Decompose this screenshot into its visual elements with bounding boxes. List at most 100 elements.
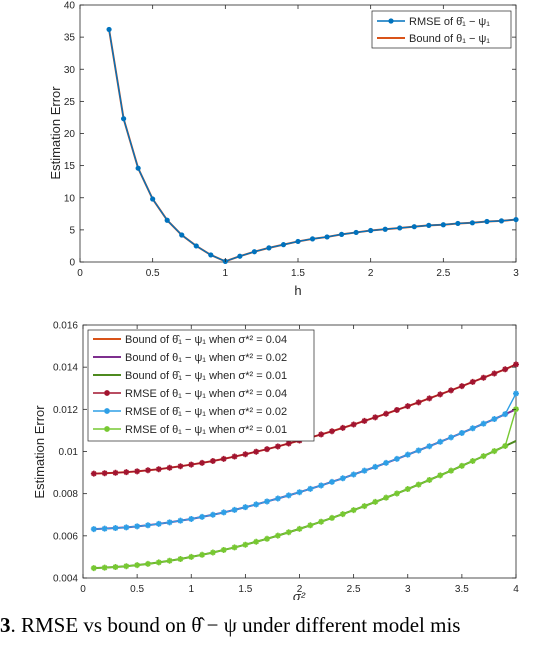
data-point	[455, 220, 461, 227]
data-point	[324, 234, 330, 240]
data-point	[415, 481, 422, 488]
data-point	[285, 440, 292, 447]
data-point	[220, 509, 227, 516]
data-point	[155, 466, 162, 473]
data-point	[448, 467, 455, 474]
data-point	[480, 453, 487, 460]
x-tick-label: 3	[513, 268, 519, 279]
data-point	[144, 560, 151, 567]
data-point	[350, 421, 357, 428]
x-tick-label: 2	[297, 584, 303, 595]
data-point	[458, 462, 465, 469]
x-tick-label: 1.5	[238, 584, 252, 595]
data-point	[209, 511, 216, 518]
x-tick-label: 0.5	[146, 268, 160, 279]
data-point	[426, 395, 433, 402]
data-point	[101, 564, 108, 571]
data-point	[253, 501, 260, 508]
x-tick-label: 1	[223, 268, 229, 279]
data-point	[502, 411, 509, 418]
data-point	[397, 225, 403, 231]
series-line-2	[93, 440, 517, 570]
x-tick-label: 4	[513, 584, 519, 595]
data-point	[274, 443, 281, 450]
data-point	[426, 222, 432, 228]
legend-box-bottom	[87, 329, 315, 442]
data-point	[372, 414, 379, 421]
series-line-0	[108, 29, 517, 263]
data-point	[469, 378, 476, 385]
data-point	[448, 434, 455, 441]
x-tick-label: 3	[405, 584, 411, 595]
data-point	[339, 231, 345, 237]
x-axis-label-top: h	[294, 283, 301, 298]
data-point	[199, 551, 206, 558]
data-point	[513, 361, 519, 368]
data-point	[134, 562, 141, 569]
data-point	[404, 486, 411, 493]
data-point	[251, 249, 257, 255]
data-point	[498, 218, 505, 224]
data-point	[242, 504, 249, 511]
data-point	[106, 26, 112, 33]
data-point	[123, 524, 130, 531]
data-point	[199, 513, 206, 520]
data-point	[144, 467, 151, 474]
y-tick-label: 35	[64, 33, 76, 44]
data-point	[231, 453, 238, 460]
data-point	[237, 253, 243, 259]
legend-label-1: Bound of θ₁ − ψ₁ when σ*² = 0.02	[125, 352, 287, 364]
x-tick-label: 3.5	[455, 584, 469, 595]
data-point	[328, 514, 335, 521]
y-tick-label: 0	[69, 258, 75, 269]
data-point	[393, 406, 400, 413]
data-point	[318, 431, 325, 438]
data-point	[209, 549, 216, 556]
data-point	[296, 489, 303, 496]
data-point	[101, 525, 108, 532]
data-point	[101, 470, 108, 477]
data-point	[188, 461, 195, 468]
data-point	[112, 469, 119, 476]
data-point	[353, 229, 359, 236]
x-tick-label: 1	[188, 584, 194, 595]
data-point	[480, 420, 487, 427]
data-point	[121, 116, 127, 122]
data-point	[393, 455, 400, 462]
y-tick-label: 25	[64, 97, 76, 108]
data-point	[484, 218, 490, 225]
data-point	[458, 383, 465, 390]
data-point	[339, 475, 346, 482]
legend-label-0: Bound of θ̂₁ − ψ₁ when σ*² = 0.04	[125, 334, 287, 346]
data-point	[361, 417, 368, 424]
y-tick-label: 0.01	[59, 447, 79, 458]
data-point	[440, 222, 446, 228]
legend-label-2: Bound of θ̂₁ − ψ₁ when σ*² = 0.01	[125, 370, 287, 382]
y-tick-label: 10	[64, 193, 76, 204]
data-point	[328, 478, 335, 485]
data-point	[150, 196, 156, 202]
x-tick-label: 2	[368, 268, 374, 279]
data-point	[253, 538, 260, 545]
data-point	[383, 459, 390, 466]
data-point	[309, 236, 316, 242]
data-point	[242, 541, 249, 548]
x-tick-label: 0.5	[130, 584, 144, 595]
figure-caption-text: . RMSE vs bound on θ̂ − ψ under differen…	[10, 613, 461, 637]
data-point	[469, 220, 475, 226]
legend-top: RMSE of θ̂₁ − ψ₁ Bound of θ₁ − ψ₁	[371, 10, 512, 49]
data-point	[112, 564, 119, 571]
x-tick-label: 2.5	[347, 584, 361, 595]
legend-label-bound: Bound of θ₁ − ψ₁	[409, 33, 490, 45]
data-point	[220, 455, 227, 462]
chart-bottom: Estimation Error σ² 0 0.5 1 1.5 2 2.5 3 3.5 4 0.0…	[32, 321, 519, 601]
data-point	[415, 447, 422, 454]
data-point	[411, 224, 417, 230]
data-point	[285, 492, 292, 499]
data-point	[242, 451, 249, 458]
data-point	[164, 217, 170, 223]
legend-bottom: Bound of θ̂₁ − ψ₁ when σ*² = 0.04 Bound o…	[87, 329, 315, 442]
legend-label-4: RMSE of θ̂₁ − ψ₁ when σ*² = 0.02	[125, 406, 287, 418]
data-point	[307, 485, 314, 492]
y-tick-label: 5	[69, 225, 75, 236]
